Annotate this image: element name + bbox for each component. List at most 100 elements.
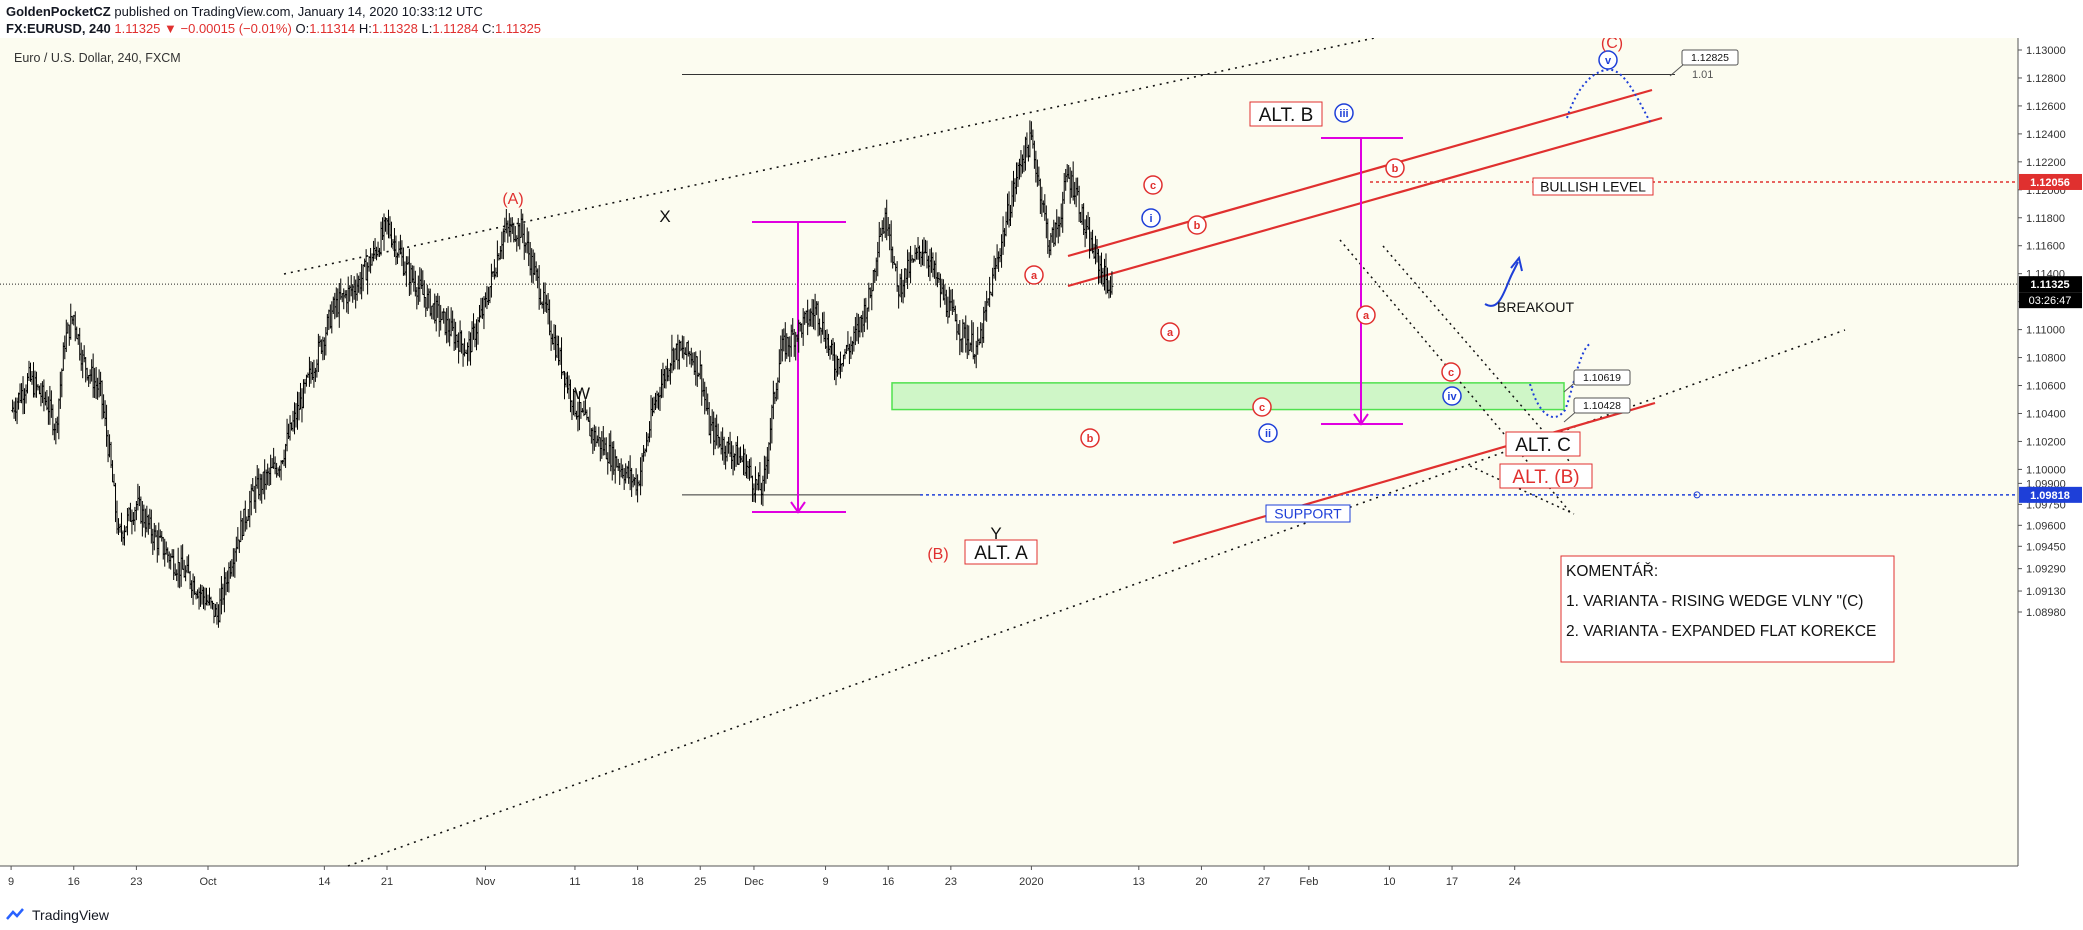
open-value: 1.11314: [309, 21, 356, 36]
x-tick-labels: 9 16 23 Oct 14 21 Nov 11 18 25 Dec 9 16 23 2020 13 20 27 F…: [8, 866, 1521, 888]
wave-a2: a: [1167, 327, 1174, 339]
wave-Y-label: Y: [990, 524, 1001, 543]
axis-label-bullish: 1.12056: [2030, 177, 2070, 189]
x-tick-label: 14: [318, 876, 330, 888]
alt-a-label-box: [964, 539, 1038, 565]
measure-right-arrow: [1353, 413, 1369, 426]
time-axis[interactable]: [0, 866, 2018, 900]
x-tick-label: 21: [381, 876, 393, 888]
y-tick-label: 1.10200: [2026, 436, 2066, 448]
measure-left-arrow: [790, 501, 806, 514]
callout-1-10619-box: [1573, 369, 1631, 386]
last-price: 1.11325: [114, 21, 161, 36]
y-tick-label: 1.12400: [2026, 129, 2066, 141]
y-tick-label: 1.10400: [2026, 408, 2066, 420]
chart-title: Euro / U.S. Dollar, 240, FXCM: [14, 51, 181, 65]
alt-a-label: ALT. A: [974, 543, 1028, 564]
footer-brand[interactable]: TradingView: [32, 907, 110, 923]
wave-ii-circle: [1258, 423, 1278, 443]
callout-1-10428-box: [1573, 397, 1631, 414]
alt-c-label: ALT. C: [1515, 435, 1571, 456]
x-tick-label: 11: [569, 876, 580, 888]
wave-X-label: X: [659, 207, 670, 226]
y-tick-label: 1.10600: [2026, 381, 2066, 393]
alt-b-label-box: [1249, 101, 1323, 127]
support-line-handle: [1693, 491, 1701, 499]
support-label-box: [1265, 504, 1351, 523]
x-tick-label: 23: [130, 876, 142, 888]
x-tick-label: 20: [1195, 876, 1207, 888]
support-label: SUPPORT: [1274, 506, 1342, 522]
wave-B-label: (B): [927, 546, 948, 563]
komentar-line: 1. VARIANTA - RISING WEDGE VLNY "(C): [1566, 593, 1863, 610]
wave-c3-circle: [1441, 362, 1461, 382]
tradingview-logo-icon[interactable]: [6, 907, 28, 923]
wave-iii: iii: [1339, 108, 1348, 120]
y-tick-label: 1.09130: [2026, 586, 2066, 598]
projection-wave-v: [1566, 68, 1651, 123]
wave-b3: b: [1392, 163, 1399, 175]
x-tick-label: Oct: [199, 876, 216, 888]
wave-b2-circle: [1187, 215, 1207, 235]
close-label: C:: [482, 21, 495, 36]
publisher-line: GoldenPocketCZ published on TradingView.…: [6, 4, 483, 19]
callout-1-12825-pointer: [1669, 63, 1685, 77]
chart-header: GoldenPocketCZ published on TradingView.…: [0, 0, 2083, 38]
wave-v: v: [1605, 55, 1612, 67]
support-zone: [891, 382, 1565, 411]
down-trend-3: [1469, 465, 1575, 515]
wedge-top-2: [1067, 116, 1663, 288]
y-tick-label: 1.10800: [2026, 353, 2066, 365]
open-label: O:: [295, 21, 310, 36]
wave-v-circle: [1598, 50, 1618, 70]
x-tick-label: Feb: [1299, 876, 1318, 888]
axis-label-timer: 03:26:47: [2029, 295, 2072, 307]
wave-a1-circle: [1024, 265, 1044, 285]
published-info: published on TradingView.com, January 14…: [114, 4, 483, 19]
x-tick-label: 16: [882, 876, 894, 888]
wave-C-label: (C): [1601, 38, 1623, 52]
bullish-level-label-box: [1532, 177, 1654, 196]
close-value: 1.11325: [495, 21, 542, 36]
x-tick-label: Nov: [476, 876, 496, 888]
alt-c-label-box: [1505, 431, 1581, 457]
x-tick-label: 23: [945, 876, 957, 888]
x-tick-label: 17: [1446, 876, 1458, 888]
wave-c1: c: [1150, 180, 1156, 192]
callout-1-12825-box: [1681, 49, 1739, 66]
low-label: L:: [421, 21, 433, 36]
y-tick-label: 1.12800: [2026, 73, 2066, 85]
y-tick-label: 1.11800: [2026, 213, 2065, 225]
wave-a3-circle: [1356, 305, 1376, 325]
y-tick-label: 1.12600: [2026, 101, 2066, 113]
price-chart[interactable]: 1.13000 1.12800 1.12600 1.12400 1.12200 1.120…: [0, 38, 2083, 900]
wave-b3-circle: [1385, 158, 1405, 178]
wave-i-circle: [1141, 208, 1161, 228]
axis-label-support: 1.09818: [2030, 490, 2070, 502]
plot-background: [0, 38, 2018, 866]
publisher-name[interactable]: GoldenPocketCZ: [6, 4, 111, 19]
projection-breakout: [1484, 261, 1519, 307]
outer-channel-top: [283, 38, 1379, 275]
y-tick-label: 1.08980: [2026, 607, 2066, 619]
komentar-box: [1560, 555, 1895, 663]
breakout-label: BREAKOUT: [1497, 299, 1574, 315]
x-tick-label: 9: [822, 876, 828, 888]
wave-c2-circle: [1252, 397, 1272, 417]
high-label: H:: [358, 21, 372, 36]
wave-A-label: (A): [502, 191, 523, 208]
x-tick-label: 27: [1258, 876, 1270, 888]
x-tick-label: 18: [631, 876, 643, 888]
x-tick-label: 9: [8, 876, 14, 888]
wave-i: i: [1149, 213, 1152, 225]
komentar-line: 2. VARIANTA - EXPANDED FLAT KOREKCE: [1566, 623, 1876, 640]
wave-b1-circle: [1080, 428, 1100, 448]
axis-label-last: 1.11325: [2030, 279, 2069, 291]
wave-c1-circle: [1143, 175, 1163, 195]
x-tick-label: Dec: [744, 876, 764, 888]
wave-c2: c: [1259, 402, 1265, 414]
wave-ii: ii: [1265, 428, 1271, 440]
wave-a2-circle: [1160, 322, 1180, 342]
projection-breakout-arrow: [1510, 255, 1523, 272]
